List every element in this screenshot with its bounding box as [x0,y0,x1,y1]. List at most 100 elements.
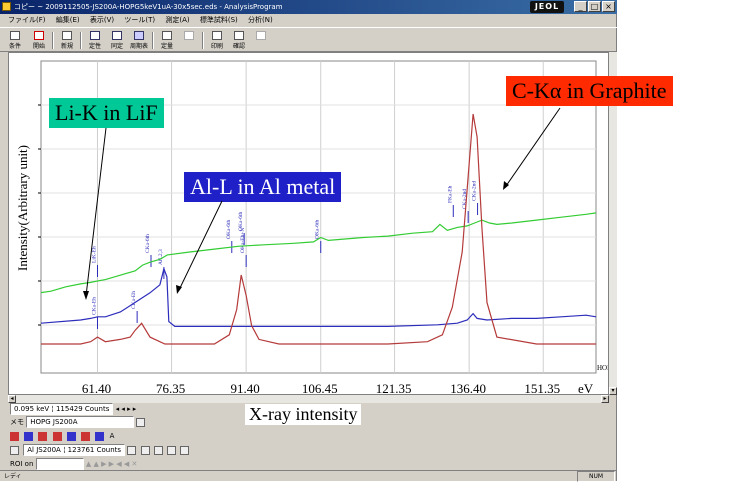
callout-al-l: Al-L in Al metal [184,172,342,202]
toolbar-separator [152,32,154,49]
memo-label: メモ [10,418,24,426]
menu-file[interactable]: ファイル(F) [8,16,46,24]
graph-button[interactable] [180,31,198,41]
menu-edit[interactable]: 編集(E) [55,16,80,24]
peak-label: OKa-6th [238,212,244,231]
scroll-left-arrow-icon[interactable]: ◂ [8,395,16,403]
scroll-down-arrow-icon[interactable]: ▾ [609,387,617,395]
preview-button[interactable]: 確認 [230,31,248,50]
roi-label: ROI on [10,460,34,468]
full-scale-icon[interactable] [95,431,105,441]
jeol-logo: JEOL [530,1,564,13]
shrink-icon[interactable] [52,431,62,441]
spectrum-tools-icon[interactable] [127,445,137,455]
plot-frame [40,60,597,374]
nav-arrows[interactable]: ◂ ◂ ▸ ▸ [115,405,137,413]
export-button[interactable] [252,31,270,41]
spectrum-select[interactable]: Al JS200A ¦ 123761 Counts [23,444,126,456]
series-line-3 [41,113,596,345]
menu-view[interactable]: 表示(V) [89,16,115,24]
callout-li-k: Li-K in LiF [49,98,164,128]
status-bar: レディ NUM [0,470,617,482]
window-title: コピー ~ 2009112505-JS200A-HOPG5keV1uA-30x5… [14,3,283,11]
export-icon [256,31,266,40]
peak-label: OKa-6th [226,220,232,239]
quantitative-icon [162,31,172,40]
overlay-icon[interactable] [140,445,150,455]
zoom-in-icon[interactable] [10,431,19,441]
chart-grid [38,60,597,374]
menu-analysis[interactable]: 分析(N) [247,16,273,24]
identify-button[interactable]: 同定 [108,31,126,50]
peak-label: CKa-2nd [462,189,468,209]
menu-bar: ファイル(F) 編集(E) 表示(V) ツール(T) 測定(A) 標準試料(S)… [0,14,617,26]
cursor-readout: 0.095 keV ¦ 115429 Counts [10,403,114,415]
minimize-button[interactable]: _ [574,1,587,12]
dropdown-arrow-icon[interactable] [10,445,19,455]
expand-icon[interactable] [38,431,48,441]
num-lock-indicator: NUM [577,471,615,482]
peak-label: CKa-2nd [472,181,478,201]
status-ready: レディ [4,473,22,480]
peak-label: CKa-6th [145,234,151,253]
toolbar-separator [202,32,204,49]
x-axis-label: X-ray intensity [245,404,362,425]
maximize-button[interactable]: □ [588,1,601,12]
y-axis-label: Intensity(Arbitrary unit) [15,145,30,271]
close-button[interactable]: × [602,1,615,12]
print-button[interactable]: 印刷 [208,31,226,50]
start-button[interactable]: 開始 [30,31,48,50]
identify-icon [112,31,122,40]
toolbar: 条件 開始 新規 定性 同定 周期表 定量 印刷 確認 [0,27,617,52]
preview-icon [234,31,244,40]
chart-series [40,113,597,345]
quantitative-button[interactable]: 定量 [158,31,176,50]
periodic-table-button[interactable]: 周期表 [130,31,148,50]
graph-icon [184,31,194,40]
auto-scale-icon[interactable] [81,431,91,441]
peak-label: CKa-Eh [91,297,97,315]
fit-icon[interactable] [66,431,76,441]
zoom-out-icon[interactable] [24,431,34,441]
roi-tools[interactable]: ▲ ▲ ▶ ▶ ◀ ◀ ✕ [85,460,138,468]
conditions-button[interactable]: 条件 [6,31,24,50]
callout-c-ka: C-Kα in Graphite [506,76,673,106]
peak-label: FKa-Eh [447,185,453,203]
series-line-1 [40,212,597,294]
menu-tools[interactable]: ツール(T) [124,16,156,24]
roi-field[interactable] [35,458,84,470]
delete-spectrum-icon[interactable] [153,445,163,455]
title-bar: コピー ~ 2009112505-JS200A-HOPG5keV1uA-30x5… [0,0,617,14]
text-annotation-icon[interactable]: A [109,432,115,440]
toolbar-separator [80,32,82,49]
app-icon [2,2,11,11]
memo-field[interactable]: HOPG JS200A [26,416,135,428]
layout-icon[interactable] [166,445,176,455]
toolbar-separator [52,32,54,49]
start-icon [34,31,44,40]
qualitative-button[interactable]: 定性 [86,31,104,50]
horizontal-scrollbar[interactable]: ◂ ▸ [8,395,609,403]
peak-label: AlL2,3 [158,249,164,265]
menu-measure[interactable]: 測定(A) [165,16,190,24]
new-icon [62,31,72,40]
conditions-icon [10,31,20,40]
qualitative-icon [90,31,100,40]
print-icon [212,31,222,40]
vertical-scrollbar[interactable]: ▾ [609,52,617,395]
series-line-2 [40,266,597,327]
periodic-table-icon [134,31,144,40]
menu-standards[interactable]: 標準試料(S) [199,16,238,24]
layout-grid-icon[interactable] [180,445,190,455]
new-button[interactable]: 新規 [58,31,76,50]
peak-label: OKa-Eh+N [240,228,246,253]
memo-edit-icon[interactable] [136,417,146,427]
sample-tag: HOPG [597,364,608,372]
peak-label: OKa-6th [315,220,321,239]
scroll-right-arrow-icon[interactable]: ▸ [601,395,609,403]
peak-label: CKa-Eh [131,291,137,309]
control-panel: 0.095 keV ¦ 115429 Counts ◂ ◂ ▸ ▸ メモ HOP… [0,403,617,481]
peak-label: LiK-Eh [91,246,97,263]
